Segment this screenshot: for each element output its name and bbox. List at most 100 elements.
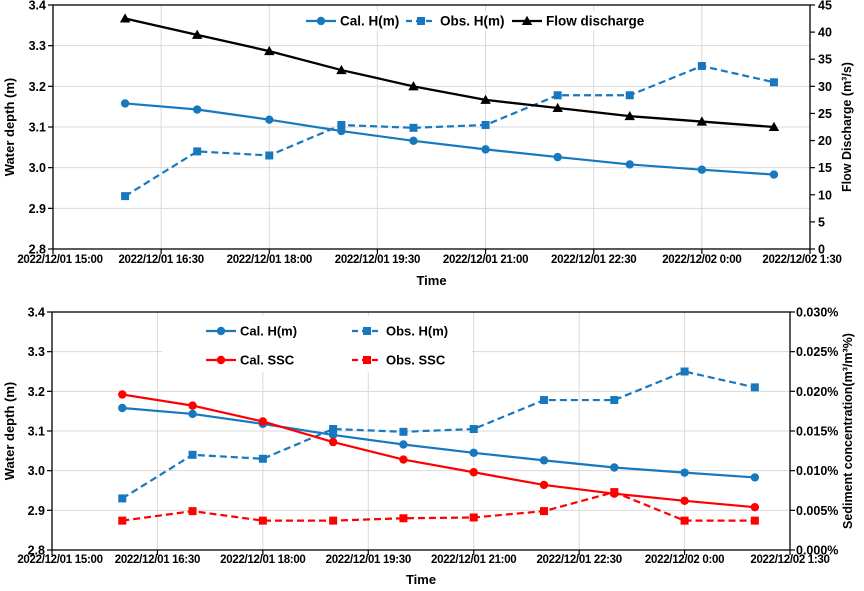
- legend-item-obs-ssc: Obs. SSC: [352, 353, 446, 368]
- square-marker: [329, 425, 338, 434]
- series-obs-h-m: [118, 367, 759, 503]
- legend-bg: [162, 316, 472, 372]
- x-tick-label: 2022/12/01 19:30: [335, 254, 420, 266]
- y-axis-left-title: Water depth (m): [2, 382, 17, 480]
- square-marker: [610, 396, 619, 405]
- x-axis: 2022/12/01 15:00 2022/12/01 16:30 2022/12/…: [17, 550, 830, 566]
- y-tick-label: 30: [818, 80, 832, 94]
- y-tick-label: 0.030%: [796, 306, 838, 320]
- square-marker: [258, 454, 267, 463]
- square-marker: [363, 356, 371, 364]
- x-tick-label: 2022/12/01 18:00: [227, 254, 312, 266]
- circle-marker: [697, 165, 707, 174]
- y-tick-label: 3.3: [29, 39, 46, 53]
- x-tick-label: 2022/12/02 1:30: [762, 254, 841, 266]
- series-flow-discharge: [119, 13, 780, 131]
- y-tick-label: 15: [818, 161, 832, 175]
- square-marker: [469, 513, 478, 522]
- top-chart-water-depth-flow-discharge: 3.43.33.23.13.02.92.84540353025201510502…: [2, 0, 854, 288]
- y-tick-label: 45: [818, 0, 832, 13]
- legend-label: Cal. H(m): [240, 324, 297, 339]
- legend: Cal. H(m) Obs. H(m) Cal. SSC Obs. SSC: [162, 316, 472, 372]
- circle-marker: [120, 99, 130, 108]
- triangle-marker: [521, 15, 533, 25]
- circle-marker: [118, 390, 127, 399]
- y-tick-label: 3.3: [28, 345, 45, 359]
- x-tick-label: 2022/12/01 22:30: [551, 254, 636, 266]
- square-marker: [680, 367, 689, 376]
- y-axis-right-title: Flow Discharge (m³/s): [840, 62, 854, 192]
- square-marker: [118, 516, 127, 525]
- series-line: [122, 406, 755, 479]
- y-tick-label: 3.0: [28, 464, 45, 478]
- x-tick-label: 2022/12/01 15:00: [17, 554, 102, 566]
- series-cal-h-m: [118, 403, 760, 482]
- circle-marker: [316, 16, 326, 26]
- square-marker: [118, 494, 127, 503]
- circle-marker: [539, 480, 549, 490]
- square-marker: [399, 427, 408, 436]
- triangle-marker: [624, 110, 635, 121]
- circle-marker: [216, 355, 226, 365]
- legend-item-obs-h-m: Obs. H(m): [406, 14, 505, 29]
- y-tick-label: 3.4: [28, 306, 45, 320]
- square-marker: [363, 327, 371, 335]
- y-tick-label: 2.9: [29, 202, 46, 216]
- square-marker: [680, 516, 689, 525]
- circle-marker: [265, 115, 274, 124]
- y-axis-right: 45 40 35 30 25 20 15 10 5 0: [810, 0, 832, 257]
- circle-marker: [750, 473, 760, 482]
- circle-marker: [539, 456, 549, 465]
- x-tick-label: 2022/12/02 1:30: [750, 554, 829, 566]
- legend-item-cal-h-m: Cal. H(m): [206, 324, 297, 339]
- legend-label: Obs. H(m): [440, 14, 505, 29]
- series-line: [122, 393, 755, 509]
- triangle-marker: [696, 116, 708, 126]
- y-tick-label: 40: [818, 26, 832, 40]
- y-tick-label: 3.2: [28, 385, 45, 399]
- x-tick-label: 2022/12/01 21:00: [443, 254, 528, 266]
- y-tick-label: 2.9: [28, 504, 45, 518]
- circle-marker: [399, 440, 408, 449]
- circle-marker: [328, 437, 338, 447]
- y-tick-label: 10: [818, 188, 832, 202]
- square-marker: [417, 17, 425, 25]
- circle-marker: [750, 502, 760, 512]
- circle-marker: [680, 496, 689, 506]
- y-tick-label: 5: [818, 215, 825, 229]
- square-marker: [265, 151, 274, 160]
- square-marker: [553, 91, 562, 100]
- square-marker: [540, 396, 548, 405]
- square-marker: [540, 507, 548, 516]
- circle-marker: [188, 401, 197, 410]
- series-obs-ssc: [118, 488, 759, 525]
- x-tick-label: 2022/12/01 19:30: [326, 554, 411, 566]
- x-tick-label: 2022/12/01 16:30: [115, 554, 200, 566]
- series-cal-h-m: [120, 99, 779, 179]
- square-marker: [750, 516, 759, 525]
- series-line: [121, 370, 756, 500]
- triangle-marker: [480, 94, 491, 104]
- y-tick-label: 0.010%: [796, 464, 838, 478]
- y-tick-label: 25: [818, 107, 832, 121]
- y-tick-label: 3.4: [29, 0, 46, 13]
- circle-marker: [610, 463, 619, 472]
- x-axis-title: Time: [406, 572, 436, 587]
- y-tick-label: 20: [818, 134, 832, 148]
- circle-marker: [469, 448, 478, 458]
- series-line: [124, 17, 775, 129]
- circle-marker: [188, 409, 197, 419]
- legend-label: Cal. SSC: [240, 353, 295, 368]
- x-axis-title: Time: [416, 273, 446, 288]
- triangle-marker: [264, 45, 275, 56]
- x-tick-label: 2022/12/01 18:00: [220, 554, 305, 566]
- legend: Cal. H(m) Obs. H(m) Flow discharge: [298, 11, 650, 31]
- x-tick-label: 2022/12/01 16:30: [118, 254, 203, 266]
- square-marker: [469, 425, 478, 434]
- x-tick-label: 2022/12/01 15:00: [17, 254, 102, 266]
- circle-marker: [258, 417, 268, 426]
- circle-marker: [192, 105, 202, 114]
- circle-marker: [118, 403, 127, 413]
- y-tick-label: 35: [818, 53, 832, 67]
